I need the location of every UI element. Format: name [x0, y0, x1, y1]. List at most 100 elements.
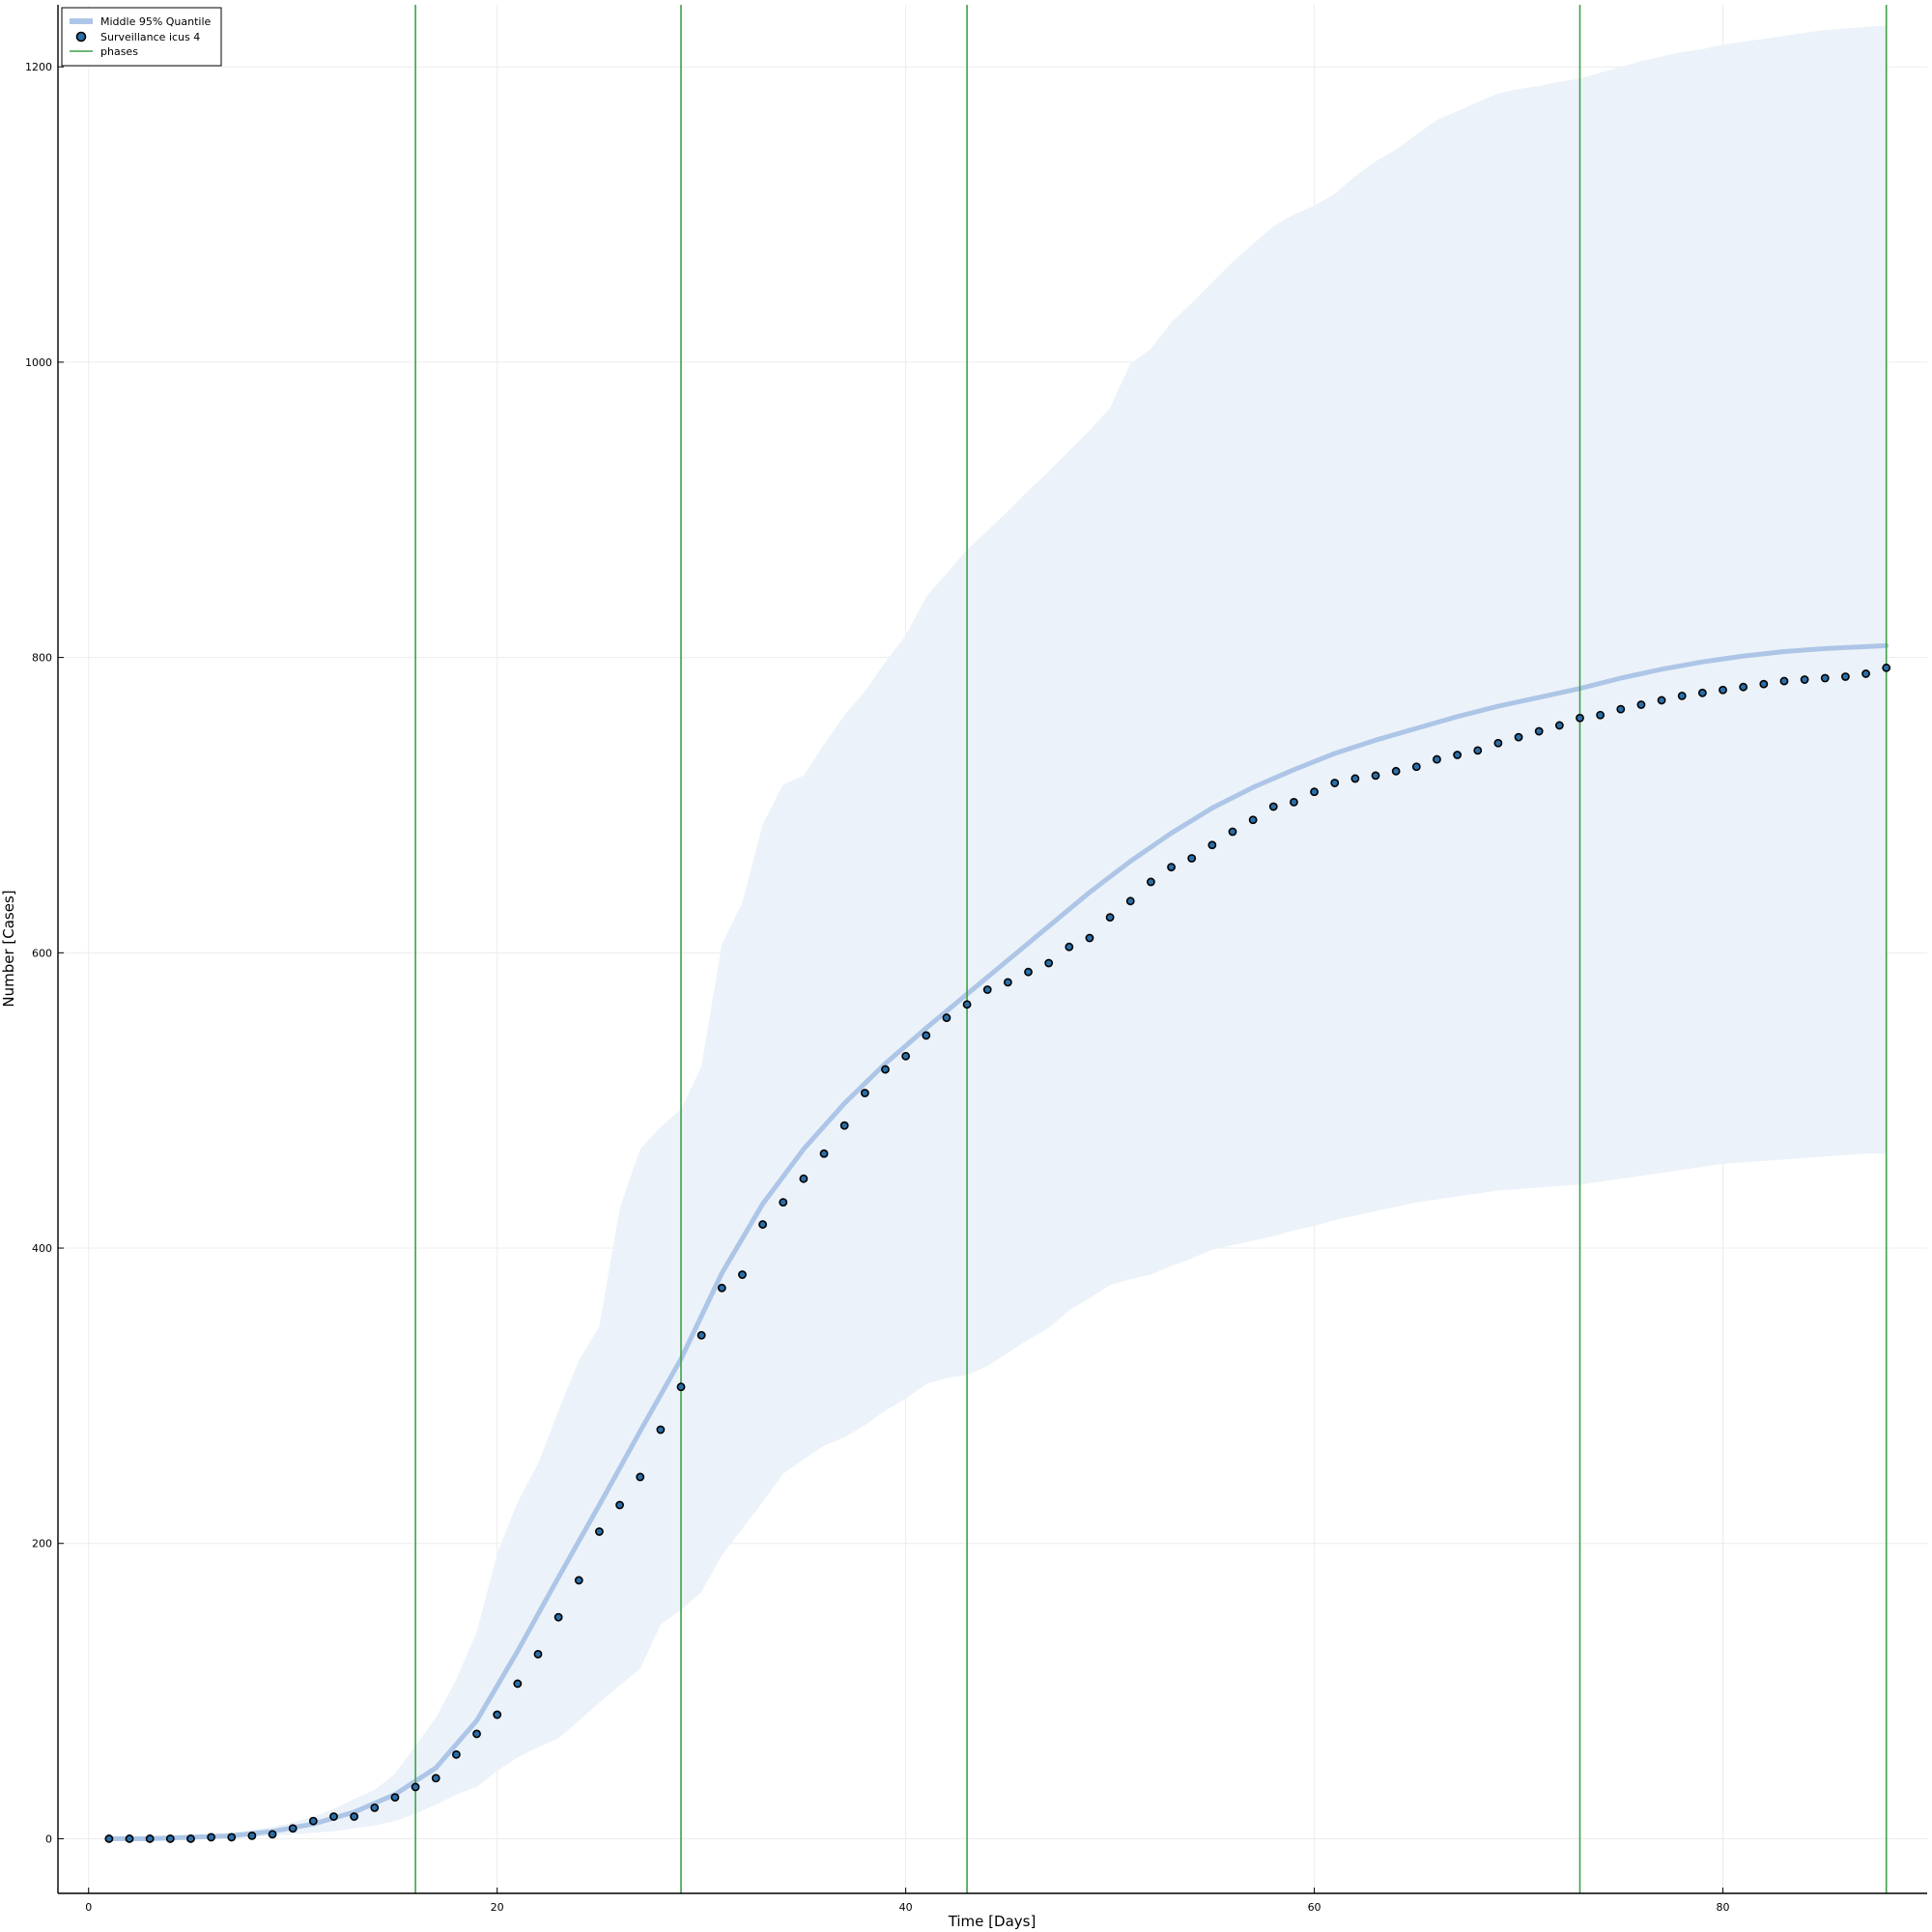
surveillance-point-3: [145, 1834, 155, 1843]
surveillance-point-83: [1779, 676, 1789, 686]
surveillance-point-7: [227, 1833, 237, 1842]
surveillance-point-40: [901, 1051, 911, 1061]
surveillance-point-53: [1167, 863, 1176, 872]
surveillance-point-42: [942, 1013, 952, 1022]
surveillance-point-85: [1820, 673, 1830, 683]
surveillance-point-47: [1044, 958, 1054, 968]
surveillance-point-13: [350, 1812, 359, 1821]
surveillance-point-20: [493, 1710, 502, 1719]
surveillance-point-34: [779, 1198, 788, 1208]
surveillance-point-43: [962, 1000, 972, 1009]
quantile-band-area: [108, 25, 1887, 1839]
surveillance-point-57: [1248, 815, 1258, 825]
surveillance-point-29: [676, 1382, 686, 1392]
surveillance-point-77: [1657, 696, 1666, 705]
y-tick-label-1200: 1200: [25, 61, 52, 73]
surveillance-point-35: [799, 1174, 809, 1183]
x-tick-label-20: 20: [491, 1901, 504, 1914]
surveillance-point-44: [982, 985, 992, 994]
legend-box: [61, 7, 222, 67]
surveillance-point-49: [1085, 933, 1094, 943]
surveillance-point-46: [1024, 967, 1033, 977]
x-tick-label-60: 60: [1308, 1901, 1321, 1914]
surveillance-point-65: [1411, 762, 1421, 772]
surveillance-point-55: [1208, 840, 1217, 850]
surveillance-point-88: [1882, 663, 1891, 672]
surveillance-point-76: [1636, 700, 1646, 709]
surveillance-point-24: [574, 1576, 583, 1585]
surveillance-point-71: [1534, 726, 1544, 736]
surveillance-point-16: [411, 1782, 420, 1792]
surveillance-point-59: [1290, 798, 1298, 807]
surveillance-point-78: [1677, 691, 1687, 700]
median-line: [106, 642, 1889, 1841]
surveillance-point-23: [554, 1612, 563, 1622]
surveillance-point-1: [104, 1834, 114, 1843]
surveillance-point-69: [1493, 738, 1503, 748]
surveillance-point-86: [1841, 672, 1850, 681]
surveillance-point-67: [1453, 751, 1463, 759]
surveillance-point-37: [839, 1121, 849, 1130]
y-tick-label-0: 0: [45, 1833, 52, 1845]
phase-lines: [414, 5, 1888, 1893]
surveillance-point-18: [451, 1749, 461, 1759]
x-tick-label-0: 0: [85, 1901, 92, 1914]
surveillance-point-72: [1554, 721, 1564, 730]
surveillance-point-68: [1473, 746, 1483, 755]
surveillance-point-39: [881, 1065, 890, 1074]
legend-label-surveillance: Surveillance icus 4: [100, 31, 200, 43]
surveillance-point-19: [472, 1729, 481, 1739]
surveillance-point-41: [922, 1031, 931, 1040]
surveillance-point-8: [247, 1831, 257, 1840]
surveillance-point-81: [1739, 682, 1748, 692]
surveillance-point-17: [431, 1774, 440, 1783]
surveillance-point-38: [860, 1089, 869, 1097]
surveillance-point-15: [390, 1793, 400, 1803]
surveillance-point-28: [656, 1425, 666, 1435]
surveillance-point-62: [1350, 774, 1360, 783]
surveillance-point-25: [595, 1527, 604, 1536]
surveillance-point-54: [1187, 854, 1197, 863]
surveillance-point-27: [636, 1472, 645, 1482]
y-tick-label-400: 400: [32, 1242, 52, 1255]
surveillance-point-32: [738, 1270, 747, 1279]
surveillance-point-64: [1391, 766, 1401, 776]
surveillance-point-10: [288, 1824, 298, 1833]
x-tick-labels: 0 20 40 60 80: [85, 1901, 1729, 1914]
surveillance-point-45: [1003, 978, 1012, 987]
axes: [57, 5, 1927, 1894]
surveillance-point-60: [1310, 787, 1319, 797]
surveillance-point-84: [1800, 675, 1809, 684]
surveillance-point-50: [1105, 913, 1115, 923]
surveillance-point-6: [207, 1833, 216, 1842]
surveillance-point-63: [1371, 771, 1380, 781]
surveillance-point-36: [819, 1149, 829, 1158]
surveillance-point-22: [533, 1649, 543, 1659]
legend-label-phases: phases: [100, 45, 138, 58]
surveillance-point-74: [1596, 710, 1605, 720]
median-path: [106, 642, 1889, 1841]
y-tick-label-200: 200: [32, 1538, 52, 1550]
surveillance-point-73: [1576, 713, 1584, 723]
surveillance-point-30: [696, 1330, 706, 1340]
surveillance-point-79: [1697, 688, 1707, 697]
x-tick-label-80: 80: [1717, 1901, 1730, 1914]
legend: Middle 95% Quantile Surveillance icus 4 …: [61, 7, 222, 67]
y-tick-label-600: 600: [32, 947, 52, 959]
surveillance-point-21: [513, 1679, 523, 1689]
surveillance-point-11: [308, 1816, 318, 1826]
surveillance-point-26: [615, 1500, 624, 1510]
surveillance-point-52: [1146, 877, 1155, 887]
surveillance-point-14: [370, 1803, 380, 1812]
surveillance-point-70: [1514, 732, 1523, 742]
surveillance-point-80: [1719, 685, 1727, 695]
quantile-band: [108, 25, 1887, 1839]
surveillance-markers: [104, 663, 1891, 1843]
surveillance-point-2: [125, 1834, 134, 1843]
surveillance-point-33: [758, 1220, 767, 1229]
surveillance-point-87: [1861, 669, 1870, 678]
surveillance-point-48: [1065, 942, 1074, 952]
surveillance-point-66: [1433, 754, 1441, 764]
surveillance-point-58: [1268, 802, 1278, 811]
